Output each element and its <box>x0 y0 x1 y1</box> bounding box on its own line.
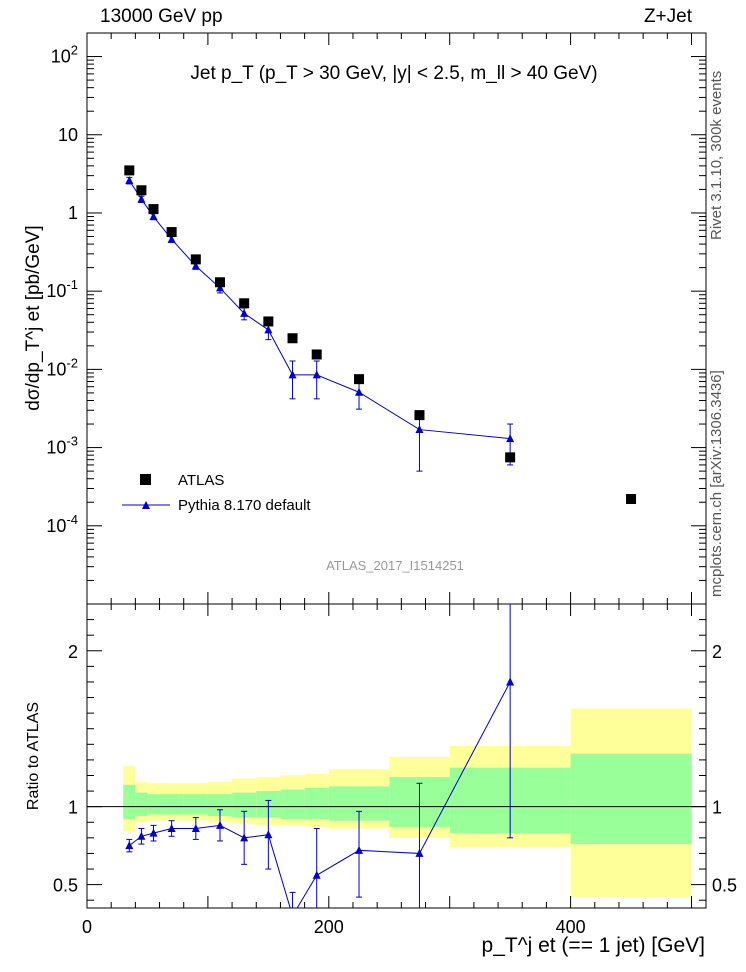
main-frame <box>86 32 707 605</box>
atlas-point <box>166 227 177 238</box>
ratio-ylabel: Ratio to ATLAS <box>25 702 42 810</box>
ratio-point <box>506 677 515 686</box>
atlas-point <box>311 349 322 360</box>
y-tick-label: 10-4 <box>46 512 78 536</box>
watermark: ATLAS_2017_I1514251 <box>326 558 464 573</box>
y-tick-label: 1 <box>68 203 78 223</box>
green-band <box>207 794 233 817</box>
x-tick-label: 0 <box>82 917 92 937</box>
y-tick-label: 10-1 <box>46 277 78 301</box>
ratio-point <box>137 831 146 840</box>
ratio-point <box>355 845 364 854</box>
ratio-point <box>264 830 273 839</box>
green-band <box>147 794 160 815</box>
ratio-frame <box>86 603 707 909</box>
atlas-point <box>239 298 250 309</box>
atlas-point <box>505 452 516 463</box>
ratio-point <box>215 820 224 829</box>
atlas-point <box>124 165 135 176</box>
ratio-point <box>289 911 297 919</box>
pythia-point <box>191 261 200 270</box>
pythia-point <box>355 387 364 396</box>
atlas-point <box>354 374 365 385</box>
pythia-point <box>215 283 224 292</box>
ratio-point <box>415 848 424 857</box>
ratio-series <box>125 604 515 919</box>
legend-atlas-marker <box>140 474 151 485</box>
green-band <box>159 794 184 815</box>
pythia-point <box>149 212 158 221</box>
y-tick-label: 10-3 <box>46 434 78 458</box>
ratio-point <box>312 870 321 879</box>
green-band <box>135 792 148 817</box>
ratio-bands <box>123 708 692 898</box>
legend-atlas-label: ATLAS <box>178 472 224 489</box>
pythia-point <box>264 325 273 334</box>
pythia-point <box>125 176 134 185</box>
ratio-point <box>149 828 158 837</box>
atlas-point <box>414 410 425 421</box>
pythia-point <box>312 370 321 379</box>
x-tick-label: 400 <box>556 917 586 937</box>
legend: ATLAS Pythia 8.170 default <box>122 472 311 514</box>
legend-pythia-marker <box>142 501 150 509</box>
atlas-point <box>214 277 225 288</box>
main-series <box>124 165 637 505</box>
ratio-xlabel: p_T^j et (== 1 jet) [GeV] <box>482 934 705 957</box>
y-tick-label: 10 <box>58 125 78 145</box>
header-right: Z+Jet <box>643 6 692 27</box>
y-tick-label: 102 <box>51 43 78 67</box>
ratio-y-tick-label-right: 1 <box>712 798 722 818</box>
ratio-y-tick-label: 1 <box>68 798 78 818</box>
ratio-y-tick-label-right: 2 <box>712 642 722 662</box>
ratio-point <box>125 841 134 850</box>
ratio-y-tick-label: 2 <box>68 642 78 662</box>
atlas-point <box>287 333 298 344</box>
pythia-point <box>137 194 146 203</box>
green-band <box>280 789 305 820</box>
y-tick-label: 10-2 <box>46 355 78 379</box>
green-band <box>570 753 692 845</box>
ratio-point <box>167 823 176 832</box>
ratio-y-tick-label: 0.5 <box>53 876 78 896</box>
atlas-point <box>148 204 159 215</box>
atlas-point <box>190 254 201 265</box>
pythia-point <box>506 434 515 443</box>
green-band <box>183 794 208 815</box>
pythia-point <box>240 308 249 317</box>
ratio-point <box>240 833 249 842</box>
main-title: Jet p_T (p_T > 30 GeV, |y| < 2.5, m_ll >… <box>190 63 597 84</box>
ratio-y-tick-label-right: 0.5 <box>712 876 737 896</box>
atlas-point <box>136 185 147 196</box>
x-tick-label: 200 <box>314 917 344 937</box>
pythia-point <box>288 370 297 379</box>
green-band <box>123 784 136 820</box>
ratio-point <box>191 823 200 832</box>
pythia-point <box>415 425 424 434</box>
green-band <box>304 787 329 820</box>
pythia-line <box>128 180 511 440</box>
pythia-point <box>167 234 176 243</box>
main-ylabel: dσ/dp_T^j et [pb/GeV] <box>23 225 44 410</box>
atlas-point <box>263 316 274 327</box>
atlas-point <box>626 494 637 505</box>
legend-pythia-label: Pythia 8.170 default <box>178 497 311 514</box>
header-left: 13000 GeV pp <box>100 6 223 27</box>
